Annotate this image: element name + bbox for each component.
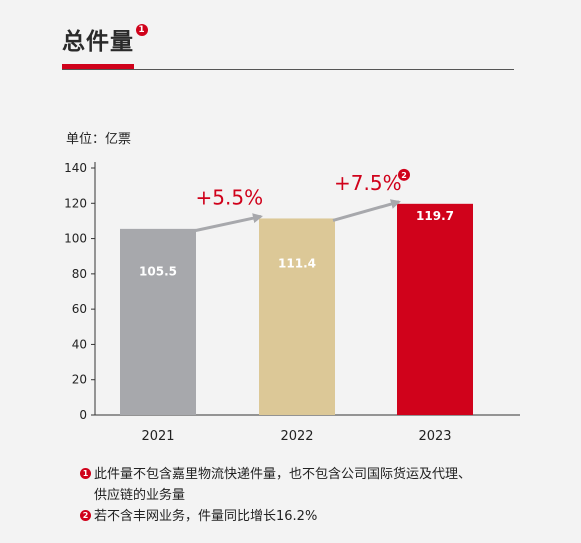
footnote-2: 2 若不含丰网业务，件量同比增长16.2%: [80, 506, 471, 527]
page-title-text: 总件量: [62, 29, 134, 55]
footnote-badge-2: 2: [80, 510, 91, 521]
y-tick-label-7: 140: [64, 161, 87, 175]
title-accent-bar: [62, 64, 134, 70]
y-tick-label-3: 60: [72, 302, 87, 316]
unit-label: 单位：亿票: [66, 132, 132, 147]
bar-2022: [259, 218, 335, 415]
title-divider: [62, 69, 514, 70]
footnotes: 1 此件量不包含嘉里物流快递件量，也不包含公司国际货运及代理、 供应链的业务量 …: [80, 464, 471, 527]
y-tick-label-1: 20: [72, 373, 87, 387]
footnote-marker-1: 1: [136, 24, 148, 36]
y-tick-label-6: 120: [64, 196, 87, 210]
y-tick-label-0: 0: [79, 408, 87, 422]
growth-arrow-1: [193, 213, 263, 233]
page-title: 总件量 1: [62, 22, 148, 56]
bar-value-label-2021: 105.5: [139, 264, 177, 278]
x-tick-label-2021: 2021: [141, 429, 174, 444]
bar-value-label-2022: 111.4: [278, 257, 316, 271]
bar-2023: [397, 203, 473, 415]
x-tick-label-2023: 2023: [418, 429, 451, 444]
y-tick-label-2: 40: [72, 337, 87, 351]
y-tick-label-4: 80: [72, 267, 87, 281]
growth-label-1: +5.5%: [196, 185, 264, 209]
footnote-badge-1: 1: [80, 468, 91, 479]
growth-label-2: +7.5%: [334, 171, 402, 195]
footnote-1-line2: 供应链的业务量: [94, 488, 186, 503]
footnote-1: 1 此件量不包含嘉里物流快递件量，也不包含公司国际货运及代理、 供应链的业务量: [80, 464, 471, 506]
footnote-marker-badge-2: [398, 168, 410, 181]
footnote-marker-2: 2: [401, 171, 407, 180]
footnote-1-line1: 此件量不包含嘉里物流快递件量，也不包含公司国际货运及代理、: [94, 467, 472, 482]
footnote-2-line1: 若不含丰网业务，件量同比增长16.2%: [94, 509, 318, 524]
x-tick-label-2022: 2022: [280, 429, 313, 444]
bar-value-label-2023: 119.7: [416, 209, 454, 223]
bar-2021: [120, 228, 196, 415]
y-tick-label-5: 100: [64, 232, 87, 246]
growth-arrow-2: [332, 199, 401, 222]
